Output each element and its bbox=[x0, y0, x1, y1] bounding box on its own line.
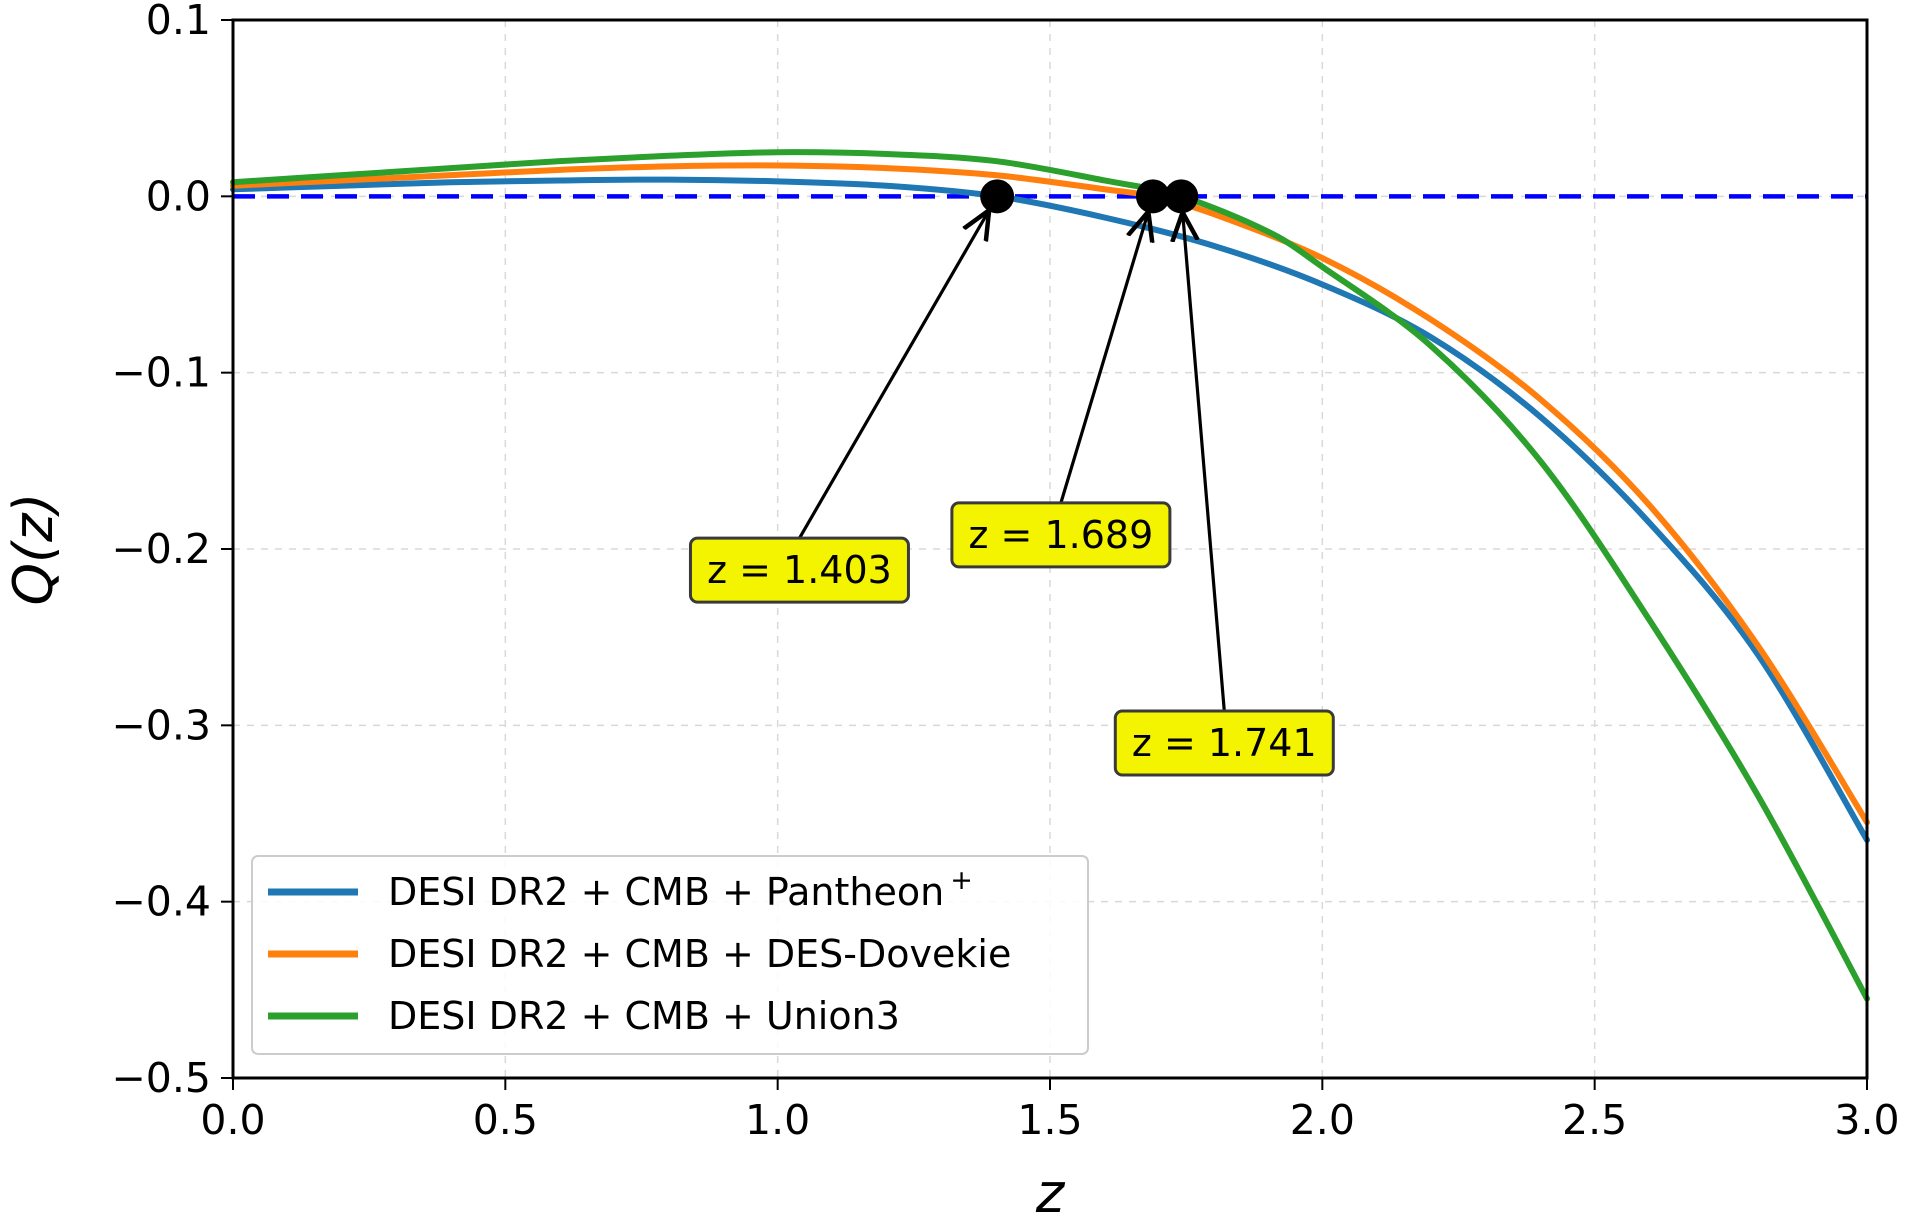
x-tick-label: 0.0 bbox=[200, 1096, 265, 1144]
y-tick-label: 0.0 bbox=[146, 172, 211, 220]
annotation-layer: z = 1.403 z = 1.689 z = 1.741 bbox=[688, 179, 1335, 777]
x-tick-label: 0.5 bbox=[473, 1096, 538, 1144]
annotation-box-2 bbox=[950, 501, 1172, 569]
zero-crossing-marker-1 bbox=[980, 179, 1015, 214]
legend-box bbox=[251, 855, 1089, 1055]
legend-label-2: DESI DR2 + CMB + DES-Dovekie bbox=[388, 932, 1011, 976]
y-tick-label: 0.1 bbox=[146, 0, 211, 44]
y-axis-label: Q(z) bbox=[2, 493, 65, 606]
annotation-box-3 bbox=[1113, 709, 1335, 777]
y-tick-label: −0.4 bbox=[111, 878, 211, 926]
y-tick-label: −0.1 bbox=[111, 349, 211, 397]
tick-layer: 0.0 0.5 1.0 1.5 2.0 2.5 3.0 0.1 0.0 −0.1 −0.2 −0.3 −… bbox=[111, 0, 1899, 1144]
x-axis-label: z bbox=[1035, 1162, 1066, 1224]
y-tick-label: −0.2 bbox=[111, 525, 211, 573]
y-tick-label: −0.5 bbox=[111, 1054, 211, 1102]
x-tick-label: 1.5 bbox=[1017, 1096, 1082, 1144]
annotation-label-3: z = 1.741 bbox=[1132, 721, 1317, 765]
annotation-box-1 bbox=[688, 536, 910, 604]
x-tick-label: 1.0 bbox=[745, 1096, 810, 1144]
legend-label-1: DESI DR2 + CMB + Pantheon + bbox=[388, 865, 973, 914]
annotation-arrow-3 bbox=[1183, 212, 1226, 712]
annotation-label-2: z = 1.689 bbox=[969, 513, 1154, 557]
zero-crossing-marker-3 bbox=[1164, 179, 1199, 214]
annotation-arrow-1 bbox=[798, 210, 989, 539]
series-line-1 bbox=[230, 176, 1870, 843]
legend: DESI DR2 + CMB + Pantheon + DESI DR2 + CMB… bbox=[251, 855, 1089, 1055]
annotation-arrow-2 bbox=[1059, 212, 1148, 504]
annotation-label-1: z = 1.403 bbox=[707, 548, 892, 592]
zero-crossing-marker-2 bbox=[1135, 179, 1170, 214]
x-tick-label: 2.5 bbox=[1562, 1096, 1627, 1144]
y-tick-label: −0.3 bbox=[111, 701, 211, 749]
x-tick-label: 3.0 bbox=[1834, 1096, 1899, 1144]
legend-label-3: DESI DR2 + CMB + Union3 bbox=[388, 994, 900, 1038]
series-line-2 bbox=[230, 162, 1870, 826]
x-tick-label: 2.0 bbox=[1290, 1096, 1355, 1144]
